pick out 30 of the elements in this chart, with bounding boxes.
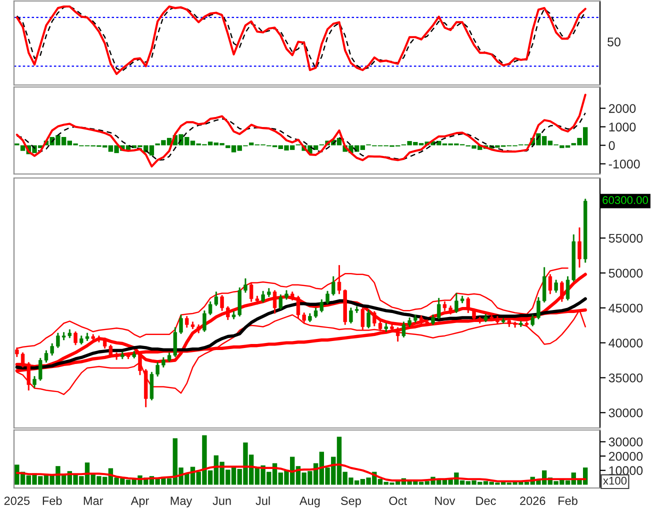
- y-tick-label: 40000: [608, 338, 643, 348]
- y-tick-label: 2000: [608, 104, 636, 113]
- x-tick-label: Jul: [256, 496, 270, 506]
- x-tick-label: 2026: [520, 496, 546, 506]
- y-tick-label: 30000: [608, 408, 643, 418]
- y-tick-label: 30000: [608, 438, 643, 446]
- x-tick-label: Nov: [435, 496, 456, 506]
- y-tick-label: 0: [608, 141, 615, 150]
- y-tick-label: 45000: [608, 304, 643, 313]
- x-tick-label: May: [170, 496, 192, 508]
- x-tick-label: 2025: [4, 496, 30, 506]
- x-tick-label: Feb: [42, 496, 62, 506]
- y-tick-label: 55000: [608, 234, 643, 243]
- x-tick-label: Aug: [299, 496, 320, 508]
- x-tick-label: Feb: [558, 496, 578, 506]
- y-tick-label: 35000: [608, 374, 643, 382]
- x-tick-label: Mar: [84, 496, 104, 506]
- y-tick-label: 10000: [609, 466, 643, 476]
- y-tick-label: -1000: [608, 160, 640, 168]
- text: 50: [608, 38, 620, 46]
- x-tick-label: Jun: [212, 496, 231, 506]
- x-tick-label: Oct: [389, 496, 407, 506]
- y-tick-label: 20000: [608, 452, 643, 461]
- text: 60300.00: [602, 196, 648, 204]
- x-tick-label: Dec: [476, 496, 496, 506]
- x-tick-label: Sep: [340, 496, 361, 508]
- y-axis-title: x100: [603, 476, 627, 485]
- x-tick-label: Apr: [130, 496, 149, 508]
- y-tick-label: 1000: [609, 122, 636, 132]
- y-tick-label: 50000: [608, 268, 643, 278]
